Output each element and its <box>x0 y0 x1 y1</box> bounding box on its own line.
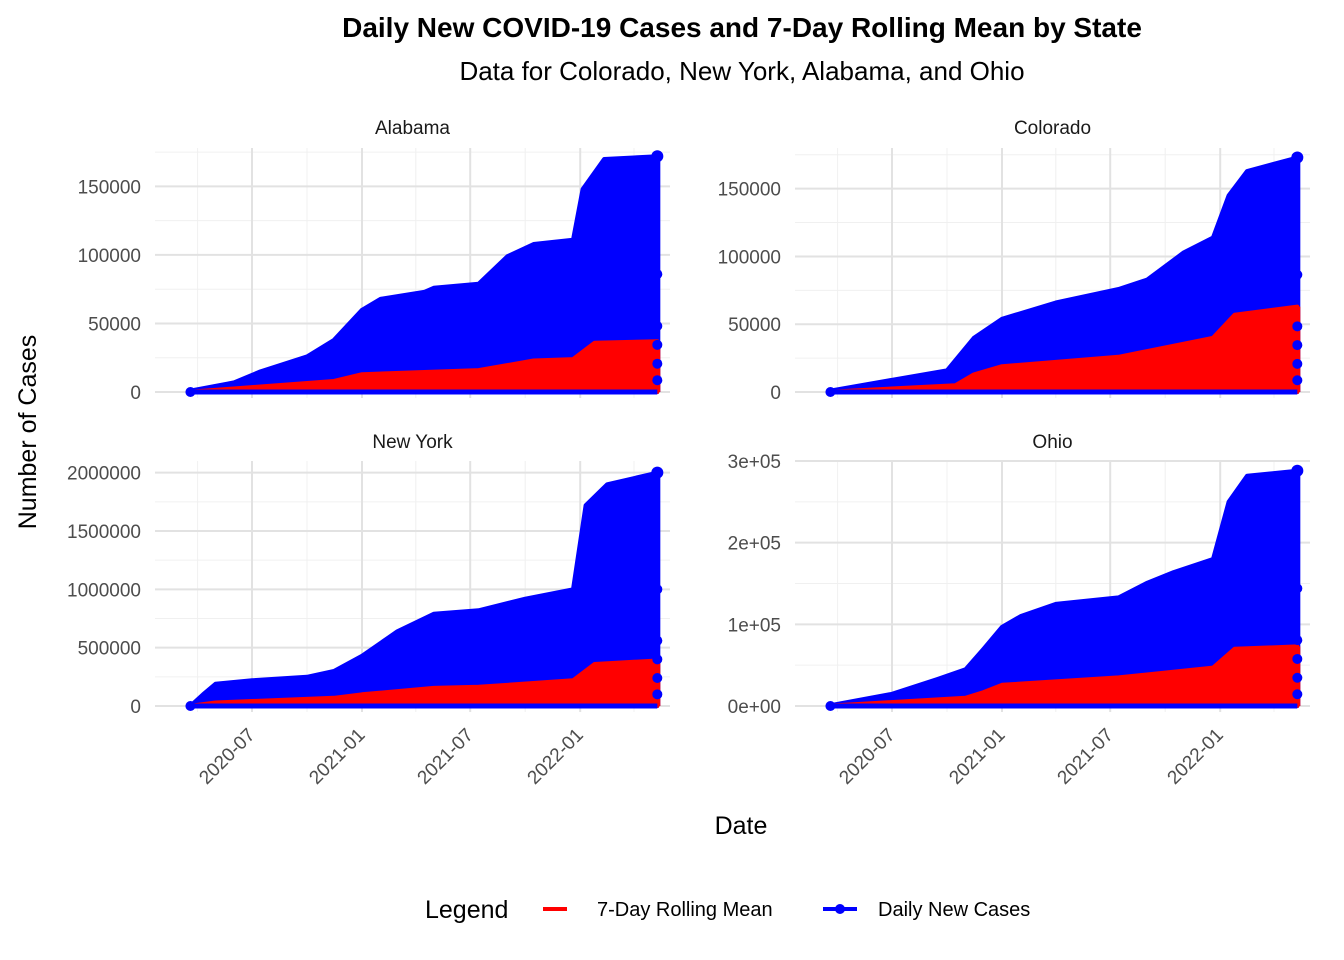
panel-title: Ohio <box>1032 432 1072 453</box>
x-tick-label: 2022-01 <box>1164 725 1228 789</box>
legend-label-daily: Daily New Cases <box>878 899 1030 921</box>
data-point <box>1292 321 1303 332</box>
data-point <box>825 701 836 711</box>
legend-title: Legend <box>425 896 508 924</box>
data-point <box>1292 358 1303 369</box>
legend: Legend 7-Day Rolling Mean Daily New Cases <box>425 896 1030 924</box>
x-tick-label: 2021-07 <box>414 725 478 789</box>
data-point <box>652 673 663 683</box>
panel-title: Alabama <box>375 118 450 139</box>
daily-cases-area <box>188 154 660 394</box>
y-tick-label: 0 <box>130 383 141 404</box>
data-point <box>1292 269 1303 280</box>
data-point <box>185 387 196 397</box>
data-point <box>1291 464 1304 477</box>
y-axis-title: Number of Cases <box>14 335 42 530</box>
panel-title: New York <box>372 432 453 453</box>
chart-subtitle: Data for Colorado, New York, Alabama, an… <box>459 56 1025 86</box>
data-point <box>652 654 663 665</box>
y-tick-label: 50000 <box>728 315 781 336</box>
daily-cases-area <box>828 155 1300 394</box>
data-point <box>652 358 663 369</box>
x-axis-title: Date <box>715 812 768 840</box>
chart-title: Daily New COVID-19 Cases and 7-Day Rolli… <box>342 12 1142 43</box>
data-point <box>1292 340 1303 351</box>
y-tick-label: 2000000 <box>67 464 141 485</box>
x-tick-label: 2020-07 <box>195 725 259 789</box>
x-tick-label: 2020-07 <box>835 725 899 789</box>
data-point <box>185 701 196 711</box>
y-tick-label: 500000 <box>78 639 141 660</box>
y-tick-label: 100000 <box>718 247 781 268</box>
panel-alabama: 0 50000 100000 150000 Alabama <box>78 118 670 404</box>
daily-cases-area <box>188 470 660 708</box>
data-point <box>1292 672 1303 683</box>
y-tick-label: 0 <box>130 697 141 718</box>
data-point <box>1292 635 1303 646</box>
data-point <box>1292 375 1303 386</box>
x-tick-label: 2022-01 <box>524 725 588 789</box>
panel-ohio: 0e+00 1e+05 2e+05 3e+05 2020-07 2021-01 2021-0… <box>728 432 1310 789</box>
data-point <box>652 269 663 280</box>
y-tick-label: 1e+05 <box>728 615 781 636</box>
y-tick-label: 150000 <box>718 180 781 201</box>
y-tick-label: 0e+00 <box>728 697 781 718</box>
data-point <box>1292 653 1303 664</box>
y-tick-label: 0 <box>770 383 781 404</box>
x-tick-label: 2021-07 <box>1054 725 1118 789</box>
data-point <box>651 150 664 163</box>
y-tick-label: 2e+05 <box>728 534 781 555</box>
data-point <box>652 375 663 386</box>
panel-title: Colorado <box>1014 118 1091 139</box>
legend-point-daily <box>835 904 845 914</box>
y-tick-label: 1000000 <box>67 580 141 601</box>
data-point <box>652 339 663 350</box>
x-tick-label: 2021-01 <box>945 725 1009 789</box>
data-point <box>825 387 836 397</box>
y-tick-label: 50000 <box>88 314 141 335</box>
data-point <box>1292 689 1303 700</box>
data-point <box>652 689 663 700</box>
y-tick-label: 100000 <box>78 246 141 267</box>
y-tick-label: 1500000 <box>67 522 141 543</box>
data-point <box>652 635 663 646</box>
data-point <box>652 584 663 595</box>
data-point <box>1292 583 1303 594</box>
panel-new-york: 0 500000 1000000 1500000 2000000 2020-07 2021-… <box>67 432 670 789</box>
data-point <box>652 320 663 331</box>
legend-label-rolling: 7-Day Rolling Mean <box>597 899 773 921</box>
panel-colorado: 0 50000 100000 150000 Colorado <box>718 118 1310 404</box>
y-tick-label: 3e+05 <box>728 452 781 473</box>
y-tick-label: 150000 <box>78 177 141 198</box>
daily-cases-area <box>828 468 1300 708</box>
data-point <box>1291 151 1304 164</box>
x-tick-label: 2021-01 <box>305 725 369 789</box>
data-point <box>651 466 664 479</box>
